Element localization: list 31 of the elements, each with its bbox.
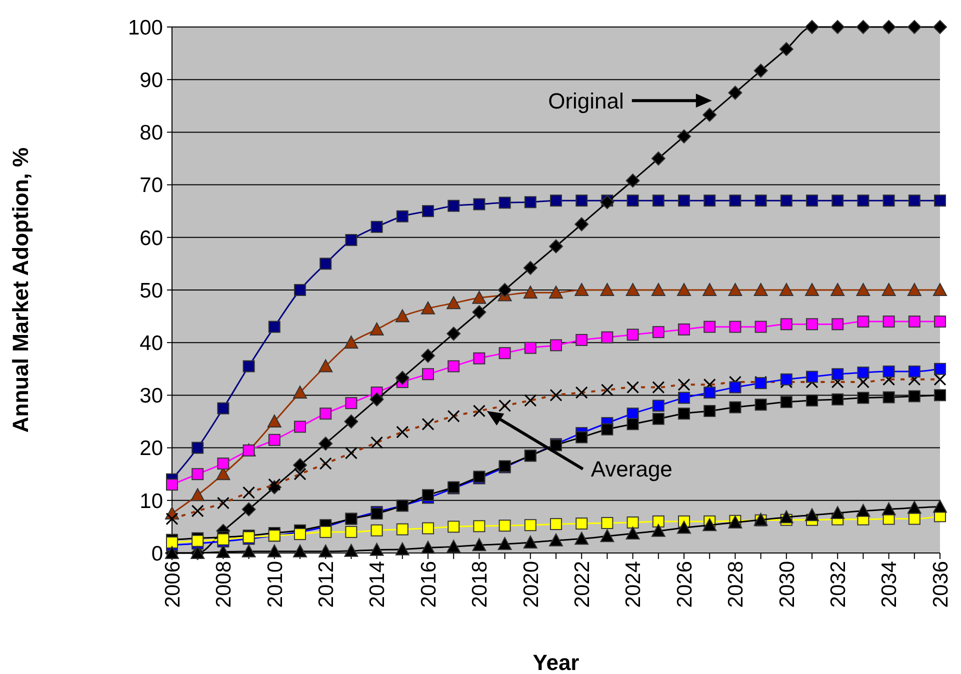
x-tick-label: 2024 xyxy=(622,560,646,608)
y-tick-label: 30 xyxy=(140,384,163,408)
y-tick-label: 10 xyxy=(140,490,163,513)
annotation: Original xyxy=(548,88,624,114)
y-tick-label: 40 xyxy=(140,332,163,355)
y-tick-label: 90 xyxy=(140,68,163,92)
y-tick-label: 20 xyxy=(140,437,163,460)
y-axis-title: Annual Market Adoption, % xyxy=(8,147,33,433)
annotation: Average xyxy=(590,456,672,482)
x-tick-label: 2012 xyxy=(314,561,338,608)
y-tick-label: 50 xyxy=(140,279,163,302)
x-tick-label: 2028 xyxy=(724,561,748,608)
y-tick-label: 60 xyxy=(140,226,163,250)
x-tick-label: 2006 xyxy=(161,561,184,608)
x-tick-label: 2016 xyxy=(417,561,440,608)
y-tick-label: 70 xyxy=(140,174,163,198)
x-tick-label: 2010 xyxy=(264,561,287,608)
x-tick-label: 2030 xyxy=(776,561,799,608)
y-tick-label: 0 xyxy=(151,542,163,566)
y-tick-label: 80 xyxy=(140,122,163,145)
y-tick-label: 100 xyxy=(128,16,163,40)
x-tick-label: 2032 xyxy=(826,561,850,608)
x-axis-title: Year xyxy=(532,650,580,674)
x-tick-label: 2022 xyxy=(570,561,594,608)
x-tick-label: 2008 xyxy=(212,561,236,608)
x-tick-label: 2034 xyxy=(878,560,902,608)
x-tick-label: 2018 xyxy=(468,561,492,608)
x-tick-label: 2020 xyxy=(520,561,543,608)
x-tick-label: 2026 xyxy=(673,561,696,608)
x-tick-label: 2014 xyxy=(366,560,390,608)
x-tick-label: 2036 xyxy=(929,561,952,608)
